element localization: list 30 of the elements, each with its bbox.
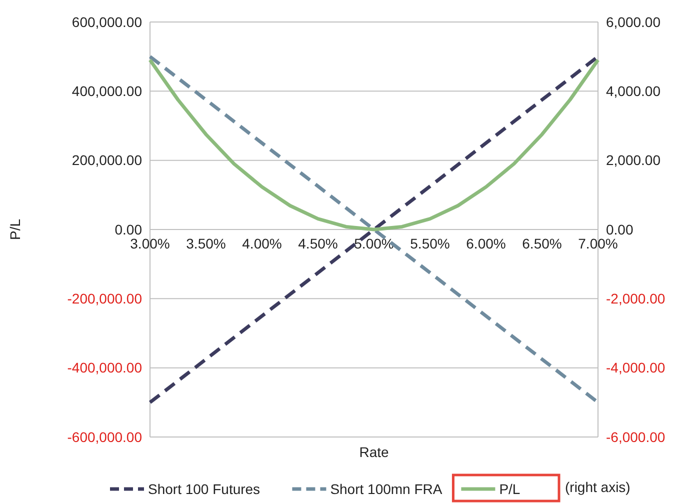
x-tick-label: 5.50% (410, 236, 450, 252)
x-tick-label: 4.50% (298, 236, 338, 252)
y2-tick-label: -4,000.00 (606, 360, 666, 376)
y2-tick-label: 2,000.00 (606, 152, 661, 168)
y-tick-label: -600,000.00 (67, 428, 142, 445)
legend-label: Short 100 Futures (148, 481, 260, 497)
y-tick-label: -200,000.00 (67, 290, 142, 307)
x-tick-label: 5.00% (354, 236, 394, 252)
x-tick-label: 6.00% (466, 236, 506, 252)
legend-label: Short 100mn FRA (330, 481, 443, 497)
y2-tick-label: 0.00 (606, 221, 634, 238)
text: (right axis) (565, 479, 630, 495)
x-tick-label: 7.00% (578, 236, 618, 252)
y-tick-label: 0.00 (114, 221, 142, 238)
x-axis-title: Rate (359, 444, 389, 460)
y-tick-label: -400,000.00 (67, 360, 142, 376)
legend-label: P/L (499, 481, 520, 497)
y2-tick-label: 4,000.00 (606, 83, 661, 100)
x-tick-label: 4.00% (242, 236, 282, 252)
y-tick-label: 200,000.00 (72, 152, 142, 168)
line-series (148, 58, 600, 232)
y2-tick-label: -2,000.00 (606, 290, 666, 307)
x-tick-label: 3.50% (186, 236, 226, 252)
y-axis-title: P/L (7, 218, 23, 240)
y2-tick-label: -6,000.00 (606, 428, 666, 445)
x-tick-label: 6.50% (522, 236, 562, 252)
x-tick-label: 3.00% (130, 236, 170, 252)
y-tick-label: 400,000.00 (72, 83, 142, 100)
y-tick-label: 600,000.00 (72, 14, 142, 30)
y2-tick-label: 6,000.00 (606, 14, 661, 30)
